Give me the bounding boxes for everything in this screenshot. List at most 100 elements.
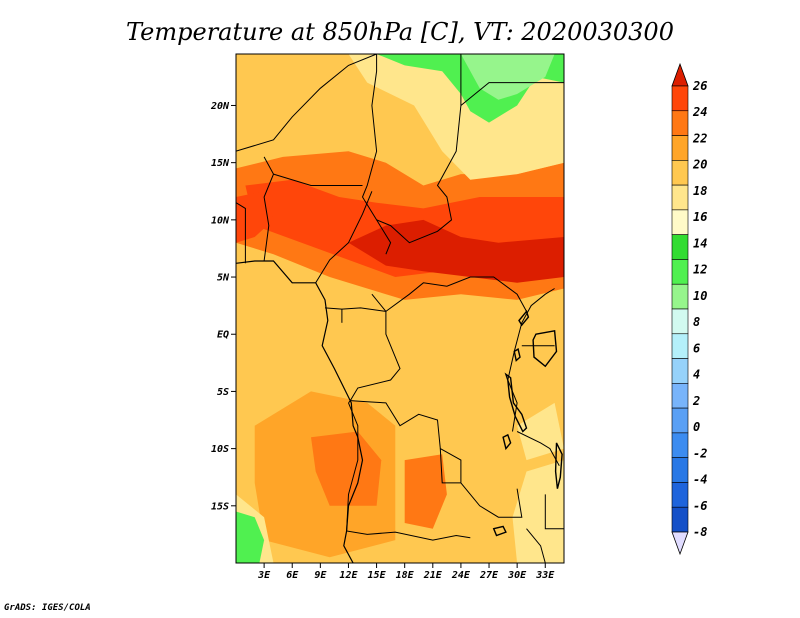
- country-border: [361, 54, 392, 255]
- x-tick-label: 15E: [368, 570, 387, 581]
- y-tick-label: 15N: [211, 158, 230, 169]
- country-border: [439, 448, 461, 484]
- colorbar-label: 10: [693, 289, 707, 303]
- country-border: [236, 54, 377, 152]
- country-border: [346, 402, 471, 541]
- country-border: [376, 54, 462, 244]
- colorbar-band: [671, 506, 689, 533]
- colorbar-band: [671, 283, 689, 310]
- country-border: [263, 156, 275, 262]
- country-border: [460, 482, 523, 518]
- temperature-field: [236, 54, 564, 563]
- colorbar-band: [671, 308, 689, 335]
- x-tick-label: 21E: [423, 570, 443, 581]
- colorbar-band: [671, 482, 689, 508]
- x-tick-label: 12E: [339, 570, 358, 581]
- x-tick-label: 18E: [396, 570, 415, 581]
- country-border: [315, 191, 373, 284]
- colorbar-label: 6: [693, 341, 700, 355]
- chart-title: Temperature at 850hPa [C], VT: 202003030…: [126, 18, 674, 46]
- colorbar-label: 22: [692, 131, 707, 145]
- colorbar-band: [671, 259, 689, 285]
- temp-region-north-green-light: [460, 54, 555, 100]
- lake-outline: [518, 309, 530, 327]
- colorbar-band: [671, 383, 689, 409]
- x-tick-label: 3E: [257, 570, 271, 581]
- lake-outline: [554, 442, 563, 489]
- colorbar-band: [671, 209, 689, 235]
- lake-outline: [492, 525, 507, 537]
- y-tick-label: 20N: [210, 101, 230, 112]
- colorbar-band: [671, 160, 689, 186]
- coastline: [236, 260, 364, 563]
- colorbar-label: 16: [693, 210, 707, 224]
- x-tick-label: 30E: [507, 570, 527, 581]
- colorbar-label: 24: [692, 105, 707, 119]
- colorbar-label: 12: [693, 263, 707, 277]
- y-axis: 20N 15N 10N 5N EQ 5S 10S 15S: [210, 101, 236, 512]
- x-axis: 3E 6E 9E 12E 15E 18E 21E 24E 27E 30E 33E: [257, 563, 555, 581]
- temp-region-se-cool: [512, 460, 564, 563]
- y-tick-label: 15S: [211, 501, 229, 512]
- temp-region-car-core: [348, 219, 564, 283]
- y-tick-label: 5N: [217, 273, 230, 284]
- colorbar-label: 8: [693, 315, 700, 329]
- colorbar-band: [671, 110, 689, 136]
- colorbar-band: [671, 85, 689, 112]
- map-frame: [235, 53, 565, 564]
- country-border: [324, 307, 386, 312]
- x-tick-label: 33E: [535, 570, 555, 581]
- temp-region-zambia-warm: [404, 454, 447, 529]
- x-tick-label: 6E: [286, 570, 299, 581]
- colorbar-band: [671, 234, 689, 260]
- country-border: [516, 431, 560, 467]
- colorbar-band: [671, 333, 689, 359]
- colorbar-band: [671, 407, 689, 434]
- colorbar-band: [671, 358, 689, 384]
- colorbar-label: -6: [693, 499, 707, 513]
- colorbar-label: 20: [692, 158, 707, 172]
- country-border: [348, 293, 401, 404]
- grads-credit: GrADS: IGES/COLA: [4, 603, 91, 613]
- x-tick-label: 27E: [479, 570, 499, 581]
- colorbar-label: 4: [693, 368, 700, 382]
- country-border: [385, 276, 527, 312]
- temp-region-angola-warm: [311, 431, 382, 506]
- y-tick-label: 5S: [217, 387, 229, 398]
- country-border: [350, 400, 462, 483]
- colorbar-label: 2: [692, 394, 700, 408]
- colorbar-under-triangle: [671, 531, 689, 556]
- colorbar-label: 0: [693, 420, 700, 434]
- colorbar-band: [671, 432, 689, 458]
- country-border: [507, 288, 555, 432]
- country-border: [273, 173, 363, 186]
- lake-outline: [532, 329, 558, 368]
- country-border: [544, 494, 564, 530]
- colorbar-over-triangle: [671, 62, 689, 87]
- y-tick-label: EQ: [217, 330, 229, 341]
- y-tick-label: 10N: [211, 215, 230, 226]
- colorbar-label: 18: [693, 184, 707, 198]
- x-tick-label: 24E: [451, 570, 471, 581]
- colorbar-label: -2: [693, 446, 707, 460]
- colorbar-label: 14: [693, 236, 707, 250]
- colorbar-label: -8: [693, 525, 707, 539]
- lake-outline: [513, 348, 521, 362]
- lake-outline: [502, 433, 512, 451]
- y-tick-label: 10S: [211, 444, 229, 455]
- colorbar-band: [671, 135, 689, 161]
- country-border: [460, 82, 564, 106]
- colorbar-label: -4: [693, 473, 707, 487]
- map-boundaries: [236, 54, 564, 563]
- colorbar-band: [671, 184, 689, 211]
- colorbar-band: [671, 457, 689, 483]
- lake-outline: [504, 372, 528, 433]
- x-tick-label: 9E: [314, 570, 327, 581]
- country-border: [236, 202, 246, 264]
- colorbar-label: 26: [692, 79, 707, 93]
- temp-region-sw-green: [236, 511, 265, 563]
- temp-region-east-light: [517, 402, 564, 461]
- country-border: [526, 528, 546, 563]
